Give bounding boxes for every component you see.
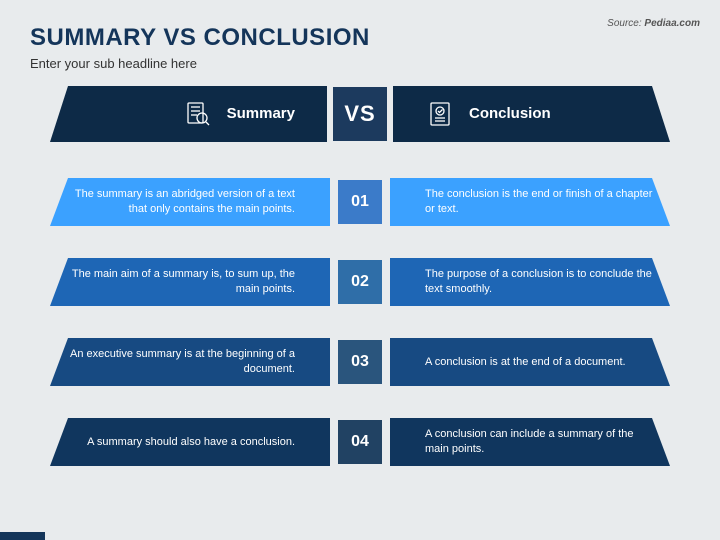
row-1: The summary is an abridged version of a … [50,173,670,231]
header: SUMMARY VS CONCLUSION Enter your sub hea… [0,0,720,81]
row-4: A summary should also have a conclusion.… [50,413,670,471]
row-1-number: 01 [351,193,369,211]
row-4-number-badge: 04 [332,414,388,470]
row-2-number: 02 [351,273,369,291]
row-1-left: The summary is an abridged version of a … [50,178,330,226]
row-3-number: 03 [351,353,369,371]
row-3-left: An executive summary is at the beginning… [50,338,330,386]
row-3-number-badge: 03 [332,334,388,390]
row-4-left: A summary should also have a conclusion. [50,418,330,466]
row-2-right: The purpose of a conclusion is to conclu… [390,258,670,306]
row-3-left-text: An executive summary is at the beginning… [60,347,295,377]
header-left-bar: Summary [50,86,330,142]
source-value: Pediaa.com [644,18,700,29]
row-1-right-text: The conclusion is the end or finish of a… [425,187,660,217]
row-2: The main aim of a summary is, to sum up,… [50,253,670,311]
page-title: SUMMARY VS CONCLUSION [30,24,690,52]
row-1-left-text: The summary is an abridged version of a … [60,187,295,217]
source-citation: Source: Pediaa.com [607,18,700,29]
row-4-number: 04 [351,433,369,451]
row-3: An executive summary is at the beginning… [50,333,670,391]
row-2-left-text: The main aim of a summary is, to sum up,… [60,267,295,297]
header-right-label: Conclusion [469,104,551,124]
comparison-rows: Summary Conclusion VS The summary is an … [0,81,720,471]
row-4-right-text: A conclusion can include a summary of th… [425,427,660,457]
footer-accent [0,532,45,540]
vs-badge: VS [327,81,393,147]
conclusion-icon [425,99,455,129]
row-2-right-text: The purpose of a conclusion is to conclu… [425,267,660,297]
row-2-number-badge: 02 [332,254,388,310]
summary-icon [183,99,213,129]
row-4-right: A conclusion can include a summary of th… [390,418,670,466]
header-right-bar: Conclusion [390,86,670,142]
row-1-right: The conclusion is the end or finish of a… [390,178,670,226]
header-row: Summary Conclusion VS [50,81,670,147]
header-left-label: Summary [227,104,295,124]
vs-label: VS [344,101,375,127]
row-3-right-text: A conclusion is at the end of a document… [425,355,626,370]
row-4-left-text: A summary should also have a conclusion. [87,435,295,450]
source-label: Source: [607,18,641,29]
row-1-number-badge: 01 [332,174,388,230]
row-3-right: A conclusion is at the end of a document… [390,338,670,386]
page-subtitle: Enter your sub headline here [30,56,690,71]
row-2-left: The main aim of a summary is, to sum up,… [50,258,330,306]
